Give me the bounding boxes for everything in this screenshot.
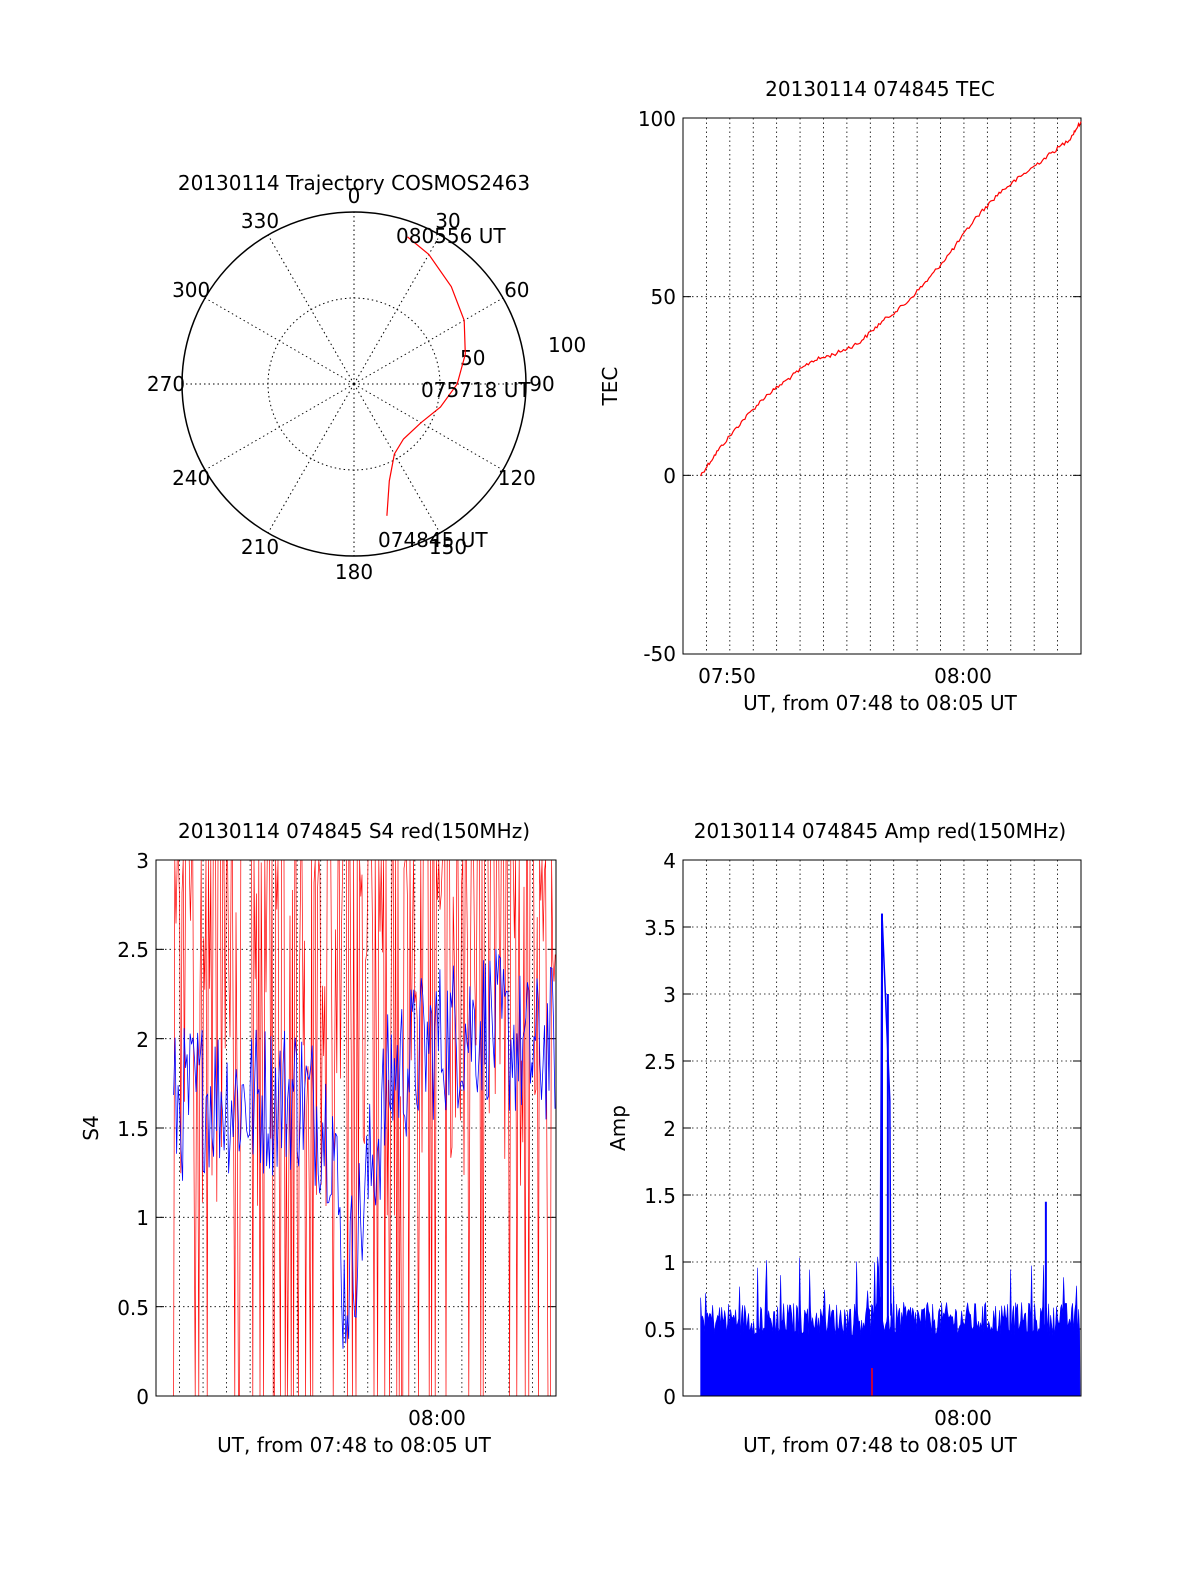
tec-ylabel: TEC (598, 367, 622, 407)
polar-azimuth-label: 90 (529, 372, 554, 396)
polar-spoke (353, 297, 504, 385)
amp-peak (879, 913, 892, 1316)
tec-title: 20130114 074845 TEC (765, 77, 995, 101)
amp-ytick-05: 0.5 (644, 1318, 676, 1342)
polar-azimuth-labels: 0 30 60 90 120 150 180 210 240 270 300 330 (147, 184, 555, 584)
amp-ytick-1: 1 (663, 1251, 676, 1275)
s4-xtick-0800: 08:00 (408, 1406, 466, 1430)
amp-xtick-0800: 08:00 (934, 1406, 992, 1430)
s4-xlabel: UT, from 07:48 to 08:05 UT (217, 1433, 492, 1457)
polar-azimuth-label: 150 (429, 535, 467, 559)
polar-radial-label-100: 100 (548, 333, 586, 357)
amp-blue-area (700, 1256, 1081, 1397)
tec-xtick-0800: 08:00 (934, 664, 992, 688)
polar-title: 20130114 Trajectory COSMOS2463 (178, 171, 530, 195)
polar-spoke (353, 383, 504, 471)
polar-annotation-start: 074845 UT (378, 528, 488, 552)
polar-azimuth-label: 330 (241, 209, 279, 233)
polar-azimuth-label: 300 (172, 278, 210, 302)
amp-plot: 20130114 074845 Amp red(150MHz) 0 0.5 1 … (606, 819, 1082, 1457)
tec-xtick-0750: 07:50 (698, 664, 756, 688)
polar-azimuth-label: 120 (498, 466, 536, 490)
s4-blue-line (173, 948, 556, 1349)
s4-plot: 20130114 074845 S4 red(150MHz) 0 0.5 1 1… (79, 819, 557, 1457)
amp-ytick-3: 3 (663, 983, 676, 1007)
polar-azimuth-label: 30 (435, 209, 460, 233)
tec-frame (682, 117, 1082, 655)
s4-ytick-0: 0 (136, 1385, 149, 1409)
polar-spoke (267, 234, 355, 385)
amp-ytick-25: 2.5 (644, 1050, 676, 1074)
polar-spoke (353, 234, 441, 385)
tec-ytick-100: 100 (638, 107, 676, 131)
polar-spoke (353, 383, 441, 534)
polar-azimuth-label: 240 (172, 466, 210, 490)
s4-ytick-3: 3 (136, 849, 149, 873)
polar-azimuth-label: 60 (504, 278, 529, 302)
s4-ytick-1: 1 (136, 1206, 149, 1230)
polar-azimuth-label: 210 (241, 535, 279, 559)
amp-ytick-15: 1.5 (644, 1184, 676, 1208)
s4-ytick-05: 0.5 (117, 1296, 149, 1320)
s4-ytick-15: 1.5 (117, 1117, 149, 1141)
s4-frame (155, 859, 557, 1397)
polar-grid (181, 211, 527, 557)
polar-azimuth-label: 180 (335, 560, 373, 584)
tec-ytick-50: 50 (651, 285, 676, 309)
amp-ytick-2: 2 (663, 1117, 676, 1141)
tec-ytick-0: 0 (663, 464, 676, 488)
polar-annotation-mid: 075718 UT (421, 378, 531, 402)
tec-series-line (700, 121, 1082, 477)
tec-grid (683, 118, 1081, 654)
polar-azimuth-label: 0 (348, 184, 361, 208)
s4-title: 20130114 074845 S4 red(150MHz) (178, 819, 530, 843)
polar-spoke (204, 297, 355, 385)
s4-ylabel: S4 (79, 1115, 103, 1140)
polar-trajectory-line (386, 236, 466, 516)
tec-plot: 20130114 074845 TEC 100 50 0 -50 07:50 0… (598, 77, 1082, 715)
amp-title: 20130114 074845 Amp red(150MHz) (694, 819, 1066, 843)
polar-trajectory-plot: 20130114 Trajectory COSMOS2463 0 30 60 90 12… (147, 171, 586, 584)
polar-azimuth-label: 270 (147, 372, 185, 396)
amp-ytick-4: 4 (663, 849, 676, 873)
s4-blue-series (173, 948, 556, 1349)
amp-blue-series (700, 913, 1081, 1397)
s4-ytick-25: 2.5 (117, 938, 149, 962)
amp-frame (682, 859, 1082, 1397)
polar-spoke (267, 383, 355, 534)
s4-ytick-2: 2 (136, 1028, 149, 1052)
polar-annotation-end: 080556 UT (396, 224, 506, 248)
amp-xlabel: UT, from 07:48 to 08:05 UT (743, 1433, 1018, 1457)
amp-ylabel: Amp (606, 1105, 630, 1151)
tec-xlabel: UT, from 07:48 to 08:05 UT (743, 691, 1018, 715)
amp-ytick-35: 3.5 (644, 916, 676, 940)
amp-ytick-0: 0 (663, 1385, 676, 1409)
tec-ytick-neg50: -50 (643, 642, 676, 666)
polar-spoke (204, 383, 355, 471)
